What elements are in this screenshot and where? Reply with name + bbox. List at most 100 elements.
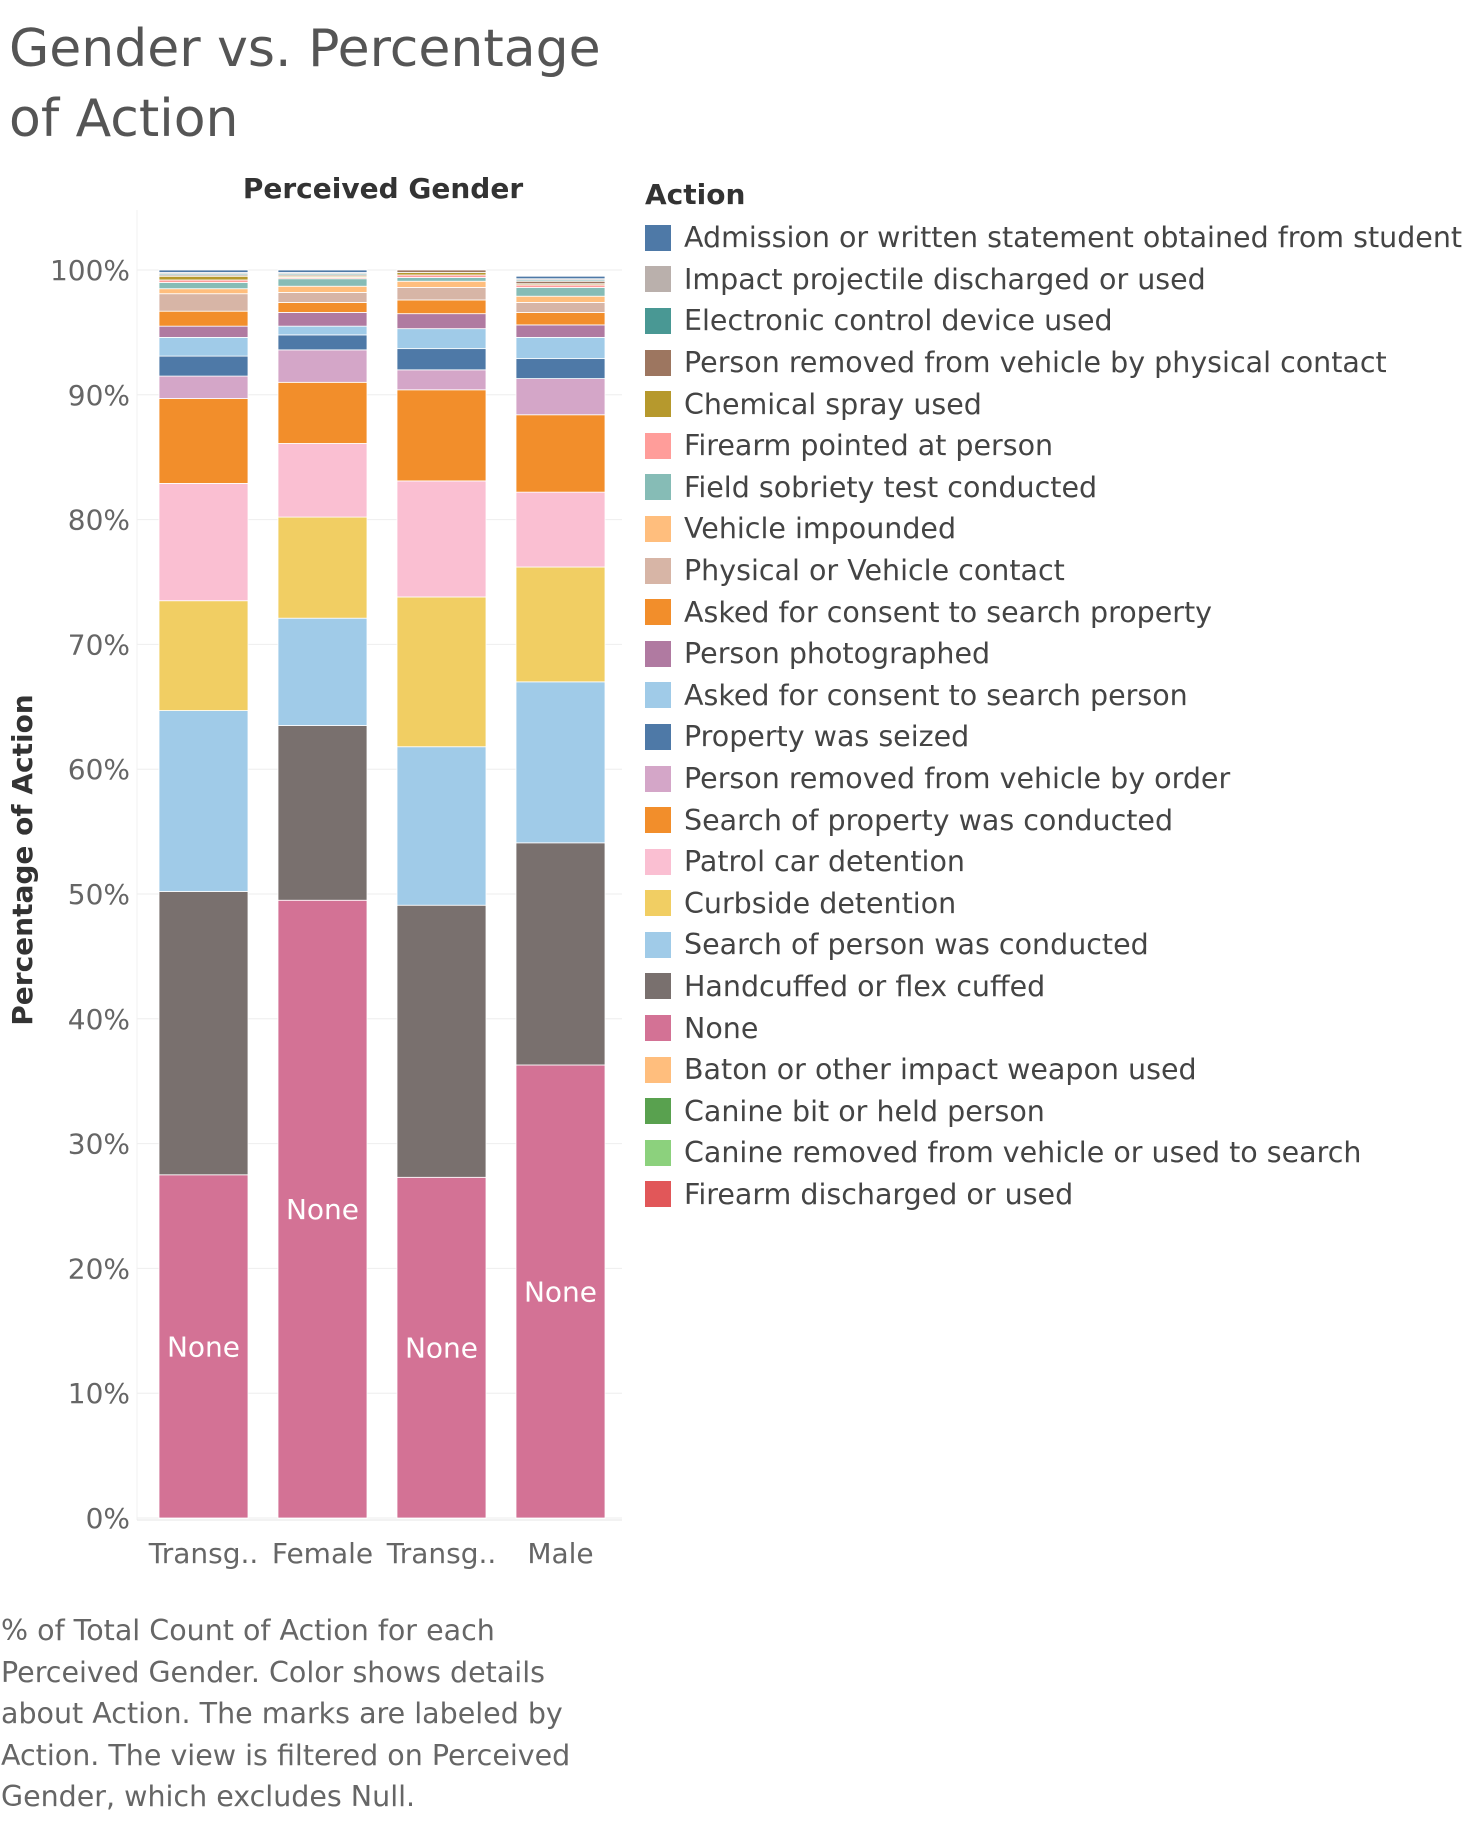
chart-title: Gender vs. Percentage of Action xyxy=(9,19,601,149)
x-tick-label: Female xyxy=(272,1537,373,1570)
column-header: Perceived Gender xyxy=(243,172,523,205)
bar-segment xyxy=(515,295,606,303)
bar-segment xyxy=(277,334,368,351)
x-tick-label: Transg.. xyxy=(148,1537,259,1570)
legend-swatch xyxy=(645,266,671,293)
bar-segment xyxy=(396,369,487,391)
bar-segment xyxy=(396,480,487,598)
legend-item[interactable]: Asked for consent to search person xyxy=(645,675,1475,717)
bar-segment xyxy=(515,312,606,326)
y-tick-label: 20% xyxy=(68,1252,130,1285)
bar-segment xyxy=(515,378,606,416)
bar-segment xyxy=(277,516,368,619)
legend-item[interactable]: Property was seized xyxy=(645,716,1475,758)
legend-item[interactable]: Chemical spray used xyxy=(645,383,1475,425)
legend-title: Action xyxy=(645,178,746,211)
legend-item[interactable]: Search of property was conducted xyxy=(645,799,1475,841)
bar-segment xyxy=(396,299,487,315)
bar-segment xyxy=(515,414,606,493)
legend-swatch xyxy=(645,807,671,834)
legend-item[interactable]: Firearm discharged or used xyxy=(645,1174,1475,1216)
legend-item[interactable]: Asked for consent to search property xyxy=(645,591,1475,633)
legend-item[interactable]: Person photographed xyxy=(645,633,1475,675)
legend-item[interactable]: Physical or Vehicle contact xyxy=(645,550,1475,592)
y-tick-label: 60% xyxy=(68,753,130,786)
bar-segment xyxy=(396,269,487,273)
legend-item[interactable]: Firearm pointed at person xyxy=(645,425,1475,467)
legend-swatch xyxy=(645,682,671,709)
bar-segment xyxy=(277,349,368,383)
legend-item[interactable]: Handcuffed or flex cuffed xyxy=(645,966,1475,1008)
legend-label: Handcuffed or flex cuffed xyxy=(684,969,1046,1003)
bar-segment xyxy=(158,1174,249,1519)
legend-item[interactable]: Canine bit or held person xyxy=(645,1090,1475,1132)
y-tick-label: 40% xyxy=(68,1003,130,1036)
legend-item[interactable]: Person removed from vehicle by physical … xyxy=(645,342,1475,384)
bar-segment xyxy=(158,310,249,327)
bar-segment xyxy=(515,566,606,683)
x-tick-label: Transg.. xyxy=(386,1537,497,1570)
legend-label: Vehicle impounded xyxy=(684,512,957,546)
legend-label: Search of person was conducted xyxy=(684,928,1149,962)
bar-segment xyxy=(158,375,249,399)
legend-item[interactable]: Canine removed from vehicle or used to s… xyxy=(645,1132,1475,1174)
stacked-bar-chart: Perceived Gender 0% 10% 20% 30% 40% 50% 60% 70% 8… xyxy=(6,172,622,1570)
legend-item[interactable]: Field sobriety test conducted xyxy=(645,467,1475,509)
legend-swatch xyxy=(645,640,671,667)
legend-swatch xyxy=(645,1098,671,1125)
legend-label: Asked for consent to search person xyxy=(684,678,1188,712)
legend-item[interactable]: Patrol car detention xyxy=(645,841,1475,883)
legend: Action Admission or written statement ob… xyxy=(645,173,1475,1215)
legend-label: Field sobriety test conducted xyxy=(684,470,1098,504)
legend-item[interactable]: Vehicle impounded xyxy=(645,508,1475,550)
legend-item[interactable]: Baton or other impact weapon used xyxy=(645,1049,1475,1091)
legend-swatch xyxy=(645,307,671,334)
legend-swatch xyxy=(645,890,671,917)
bar-segment xyxy=(515,358,606,379)
legend-item[interactable]: Impact projectile discharged or used xyxy=(645,259,1475,301)
bar-segment xyxy=(277,278,368,287)
legend-label: Firearm pointed at person xyxy=(684,429,1054,463)
legend-label: Physical or Vehicle contact xyxy=(684,554,1065,588)
bar-segment xyxy=(515,336,606,360)
legend-item[interactable]: Electronic control device used xyxy=(645,300,1475,342)
legend-item[interactable]: Person removed from vehicle by order xyxy=(645,758,1475,800)
legend-label: Chemical spray used xyxy=(684,387,982,421)
bar-segment xyxy=(158,398,249,484)
bar-segment xyxy=(277,312,368,327)
bar-segment xyxy=(515,324,606,338)
legend-item[interactable]: Curbside detention xyxy=(645,883,1475,925)
legend-label: Firearm discharged or used xyxy=(684,1177,1074,1211)
legend-items: Admission or written statement obtained … xyxy=(645,217,1475,1215)
bar-segment xyxy=(158,293,249,312)
legend-label: Curbside detention xyxy=(684,886,957,920)
bar-segment xyxy=(277,302,368,313)
bar-segment xyxy=(515,842,606,1066)
bar-segment xyxy=(158,483,249,602)
bar-segment xyxy=(277,617,368,726)
legend-swatch xyxy=(645,474,671,501)
legend-item[interactable]: None xyxy=(645,1007,1475,1049)
legend-label: Person removed from vehicle by physical … xyxy=(684,346,1387,380)
bar-segment xyxy=(277,899,368,1519)
bar-segment xyxy=(396,277,487,282)
legend-item[interactable]: Search of person was conducted xyxy=(645,924,1475,966)
legend-swatch xyxy=(645,1056,671,1083)
legend-swatch xyxy=(645,765,671,792)
bar-segment xyxy=(396,328,487,350)
bar-segment xyxy=(515,1064,606,1519)
bar-segment xyxy=(396,287,487,301)
legend-label: Canine removed from vehicle or used to s… xyxy=(684,1136,1362,1170)
legend-item[interactable]: Admission or written statement obtained … xyxy=(645,217,1475,259)
bar-segment xyxy=(158,275,249,281)
legend-swatch xyxy=(645,1015,671,1042)
x-tick-label: Male xyxy=(527,1537,593,1570)
bar-segment xyxy=(396,746,487,906)
bar-segment xyxy=(277,725,368,901)
bar-segment xyxy=(396,389,487,482)
bar-segment xyxy=(158,282,249,290)
bar-segment xyxy=(277,285,368,293)
bar-segment xyxy=(158,269,249,273)
bar-segment xyxy=(277,325,368,336)
legend-label: Search of property was conducted xyxy=(684,803,1174,837)
